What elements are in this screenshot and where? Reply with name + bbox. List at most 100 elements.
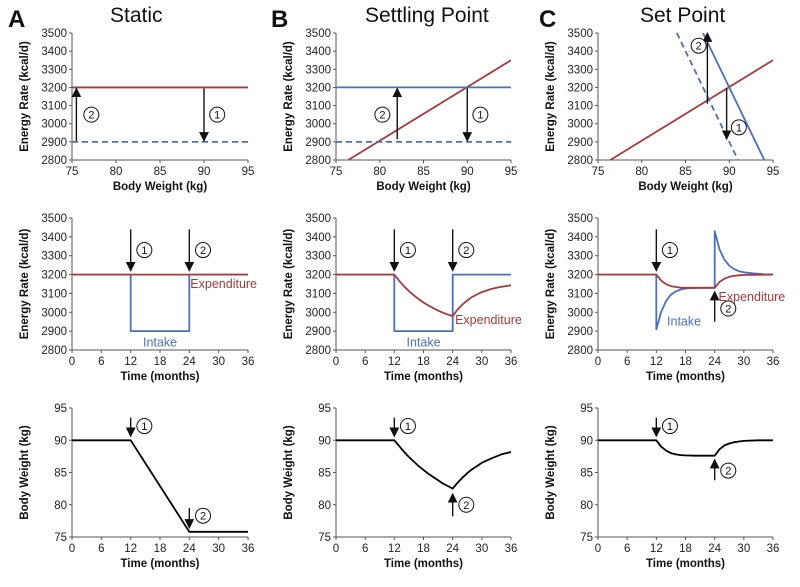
y-tick-label: 2900 <box>41 326 67 338</box>
series-group <box>336 439 511 490</box>
chart-c1: 2800 2900 3000 3100 3200 3300 3400 3500 75 80 85 90… <box>545 28 779 193</box>
x-tick-label: 0 <box>595 356 601 368</box>
event-callout-circle-2 <box>374 106 391 123</box>
y-axis-label: Energy Rate (kcal/d) <box>283 41 295 152</box>
event-callout-label-1: 1 <box>141 421 147 433</box>
series-annotation-expenditure: Expenditure <box>719 290 786 304</box>
y-tick-label: 3400 <box>41 46 67 58</box>
event-callout-circle-2 <box>83 106 100 123</box>
y-tick-label: 85 <box>54 468 67 480</box>
x-tick-label: 18 <box>417 543 430 555</box>
y-tick-label: 3100 <box>305 288 331 300</box>
y-tick-label: 75 <box>318 532 331 544</box>
event-callout-circle-2 <box>458 242 475 259</box>
chart-b1: 2800 2900 3000 3100 3200 3300 3400 3500 75 80 85 90… <box>283 28 517 193</box>
y-tick-label: 3400 <box>567 232 593 244</box>
series-body-weight-line <box>72 439 248 533</box>
x-tick-label: 24 <box>183 356 196 368</box>
y-tick-label: 3200 <box>567 270 593 282</box>
x-tick-label: 95 <box>505 166 518 178</box>
y-tick-label: 3300 <box>41 251 67 263</box>
x-tick-label: 12 <box>650 356 663 368</box>
y-tick-label: 95 <box>580 403 593 415</box>
series-body-weight-line <box>598 439 773 457</box>
x-tick-label: 6 <box>98 356 104 368</box>
y-axis-label: Energy Rate (kcal/d) <box>19 229 31 340</box>
y-tick-label: 3100 <box>305 101 331 113</box>
x-tick-label: 30 <box>212 356 225 368</box>
column-title-static: Static <box>110 4 163 27</box>
event-callout-label-2: 2 <box>88 110 94 122</box>
x-tick-label: 85 <box>417 166 430 178</box>
y-tick-label: 3100 <box>567 288 593 300</box>
y-tick-label: 80 <box>318 500 331 512</box>
y-tick-label: 3200 <box>567 82 593 94</box>
x-tick-label: 12 <box>124 356 137 368</box>
y-tick-label: 95 <box>318 403 331 415</box>
event-callout-label-2: 2 <box>200 245 206 257</box>
y-tick-label: 3200 <box>305 270 331 282</box>
series-group <box>336 59 511 161</box>
series-annotation-intake: Intake <box>143 335 177 349</box>
x-tick-label: 36 <box>767 356 780 368</box>
x-tick-label: 75 <box>66 166 79 178</box>
series-group <box>72 86 248 143</box>
event-callout-circle-2 <box>458 496 475 513</box>
x-tick-label: 12 <box>388 356 401 368</box>
panel-letter-b: B <box>271 6 289 33</box>
x-tick-label: 36 <box>505 356 518 368</box>
series-expenditure-line <box>336 273 511 318</box>
x-tick-label: 24 <box>708 543 721 555</box>
x-tick-label: 36 <box>767 543 780 555</box>
x-tick-label: 95 <box>767 166 780 178</box>
x-tick-label: 36 <box>505 543 518 555</box>
y-axis-label: Body Weight (kg) <box>283 425 295 520</box>
x-tick-label: 6 <box>362 356 368 368</box>
y-tick-label: 3000 <box>41 119 67 131</box>
event-callout-label-1: 1 <box>667 421 673 433</box>
x-tick-label: 85 <box>154 166 167 178</box>
y-tick-label: 3000 <box>305 307 331 319</box>
x-tick-label: 12 <box>650 543 663 555</box>
x-tick-label: 0 <box>595 543 601 555</box>
y-tick-label: 85 <box>580 468 593 480</box>
event-callout-label-1: 1 <box>667 245 673 257</box>
event-callout-circle-1 <box>399 418 416 435</box>
x-tick-label: 18 <box>679 356 692 368</box>
series-group <box>598 230 773 331</box>
y-tick-label: 2800 <box>567 345 593 357</box>
panel-letter-c: C <box>539 6 557 33</box>
x-tick-label: 80 <box>635 166 648 178</box>
x-tick-label: 85 <box>679 166 692 178</box>
y-tick-label: 85 <box>318 468 331 480</box>
x-axis-label: Time (months) <box>646 371 725 383</box>
y-tick-label: 3000 <box>305 119 331 131</box>
y-tick-label: 3000 <box>567 119 593 131</box>
x-axis-label: Time (months) <box>384 558 463 570</box>
event-callout-circle-2 <box>720 462 737 479</box>
y-tick-label: 2900 <box>305 137 331 149</box>
x-tick-label: 12 <box>388 543 401 555</box>
event-callout-circle-1 <box>730 119 747 136</box>
x-tick-label: 24 <box>183 543 196 555</box>
x-tick-label: 0 <box>333 356 339 368</box>
x-tick-label: 30 <box>737 356 750 368</box>
y-tick-label: 3500 <box>567 28 593 40</box>
event-callout-label-1: 1 <box>405 421 411 433</box>
series-body-weight-line <box>336 439 511 490</box>
event-callout-label-2: 2 <box>696 41 702 53</box>
x-tick-label: 0 <box>69 356 75 368</box>
event-callout-label-2: 2 <box>725 466 731 478</box>
series-group <box>72 273 248 333</box>
y-tick-label: 3200 <box>305 82 331 94</box>
event-callout-circle-2 <box>720 300 737 317</box>
event-callout-circle-1 <box>136 418 153 435</box>
y-tick-label: 2900 <box>567 326 593 338</box>
y-tick-label: 3500 <box>567 213 593 225</box>
x-axis-label: Time (months) <box>120 558 199 570</box>
series-annotation-intake: Intake <box>406 335 440 349</box>
x-tick-label: 0 <box>333 543 339 555</box>
